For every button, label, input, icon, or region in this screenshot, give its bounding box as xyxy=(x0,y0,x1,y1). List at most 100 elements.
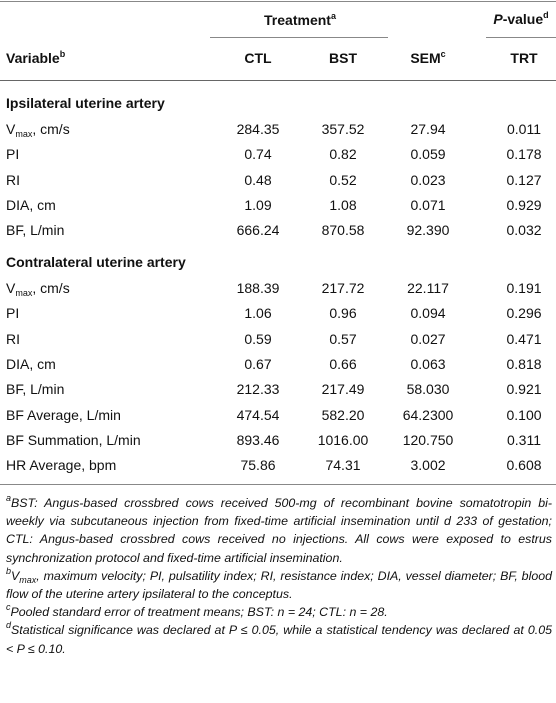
cell: 74.31 xyxy=(325,457,361,474)
cell: 0.82 xyxy=(329,146,357,163)
column-header: BST xyxy=(329,49,357,67)
footnotes: aBST: Angus-based crossbred cows receive… xyxy=(6,494,552,658)
cell: 22.117 xyxy=(407,280,449,296)
cell: 120.750 xyxy=(402,431,454,448)
column-header: TRT xyxy=(510,49,537,67)
cell: 0.67 xyxy=(244,355,272,372)
text: , cm/s xyxy=(32,121,70,137)
row-label: HR Average, bpm xyxy=(6,456,116,474)
section-title: Ipsilateral uterine artery xyxy=(6,95,165,111)
text: BST xyxy=(329,50,357,66)
cell: 582.20 xyxy=(321,406,365,423)
cell: 1.09 xyxy=(244,196,272,213)
cell: 92.390 xyxy=(406,222,450,239)
cell: 357.52 xyxy=(321,121,365,137)
cell: 58.030 xyxy=(406,381,450,398)
cell: 474.54 xyxy=(236,406,280,423)
row-label: DIA, cm xyxy=(6,355,56,373)
row-label: BF, L/min xyxy=(6,221,64,239)
superscript: d xyxy=(6,620,12,631)
row-label: Vmax, cm/s xyxy=(6,279,70,298)
superscript: c xyxy=(440,49,446,59)
cell: 188.39 xyxy=(236,280,280,296)
text: , cm/s xyxy=(32,280,70,296)
text: HR Average, bpm xyxy=(6,457,117,474)
text: CTL xyxy=(244,50,272,66)
text: -value xyxy=(502,11,544,27)
row-label: PI xyxy=(6,304,19,322)
cell: 0.191 xyxy=(506,280,542,296)
top-rule xyxy=(0,1,556,2)
cell: 0.100 xyxy=(506,406,542,423)
cell: 0.311 xyxy=(507,431,541,448)
text: RI xyxy=(6,171,20,188)
footnote: aBST: Angus-based crossbred cows receive… xyxy=(6,494,552,567)
column-header: Variableb xyxy=(6,49,65,67)
row-label: RI xyxy=(6,171,20,189)
p-value-rule xyxy=(486,37,556,38)
text: BST: Angus-based crossbred cows received… xyxy=(6,496,552,565)
text: SEM xyxy=(410,50,441,66)
footnote: cPooled standard error of treatment mean… xyxy=(6,603,552,621)
cell: 0.127 xyxy=(506,171,542,188)
cell: 3.002 xyxy=(410,457,446,474)
p-value-header: P-valued xyxy=(493,10,548,28)
superscript: b xyxy=(59,49,66,59)
superscript: a xyxy=(6,493,12,503)
cell: 0.48 xyxy=(244,171,272,188)
cell: 0.52 xyxy=(329,171,357,188)
text: RI xyxy=(6,330,20,347)
column-header: CTL xyxy=(244,49,271,67)
text: P xyxy=(493,11,503,27)
cell: 870.58 xyxy=(321,222,365,239)
cell: 0.608 xyxy=(506,457,542,474)
superscript: c xyxy=(6,602,11,613)
section-title: Contralateral uterine artery xyxy=(6,254,186,270)
cell: 284.35 xyxy=(236,121,280,137)
subscript: max xyxy=(15,288,33,298)
treatment-rule xyxy=(210,37,388,38)
text: V xyxy=(6,121,16,137)
cell: 0.66 xyxy=(329,355,357,372)
superscript: a xyxy=(330,11,336,21)
cell: 0.011 xyxy=(507,121,541,137)
text: TRT xyxy=(510,50,538,66)
row-label: BF Average, L/min xyxy=(6,406,121,424)
bottom-rule xyxy=(0,484,556,485)
text: BF, L/min xyxy=(6,222,65,239)
footnote: bVmax, maximum velocity; PI, pulsatility… xyxy=(6,565,552,603)
cell: 0.57 xyxy=(329,330,357,347)
row-label: PI xyxy=(6,145,19,163)
treatment-header: Treatmenta xyxy=(264,11,336,29)
footnote: dStatistical significance was declared a… xyxy=(6,621,552,657)
text: DIA, cm xyxy=(6,355,56,372)
cell: 666.24 xyxy=(236,222,280,239)
text: V xyxy=(11,568,20,583)
text: Treatment xyxy=(264,12,331,28)
cell: 1.08 xyxy=(329,196,357,213)
text: BF Summation, L/min xyxy=(6,431,141,448)
cell: 0.071 xyxy=(410,196,446,213)
cell: 0.818 xyxy=(506,355,542,372)
cell: 0.471 xyxy=(506,330,542,347)
cell: 0.921 xyxy=(506,381,542,398)
cell: 212.33 xyxy=(236,381,280,398)
cell: 0.023 xyxy=(410,171,446,188)
cell: 0.74 xyxy=(244,146,272,163)
cell: 217.72 xyxy=(321,280,365,296)
row-label: BF, L/min xyxy=(6,380,64,398)
cell: 0.032 xyxy=(506,222,542,239)
text: BF Average, L/min xyxy=(6,406,121,423)
superscript: b xyxy=(6,565,12,576)
cell: 0.063 xyxy=(410,355,446,372)
row-label: DIA, cm xyxy=(6,196,56,214)
text: PI xyxy=(6,305,20,322)
cell: 1016.00 xyxy=(317,431,369,448)
text: DIA, cm xyxy=(6,196,56,213)
text: , maximum velocity; PI, pulsatility inde… xyxy=(6,568,552,602)
text: V xyxy=(6,280,16,296)
subscript: max xyxy=(19,574,37,585)
cell: 64.2300 xyxy=(402,406,454,423)
row-label: BF Summation, L/min xyxy=(6,431,141,449)
